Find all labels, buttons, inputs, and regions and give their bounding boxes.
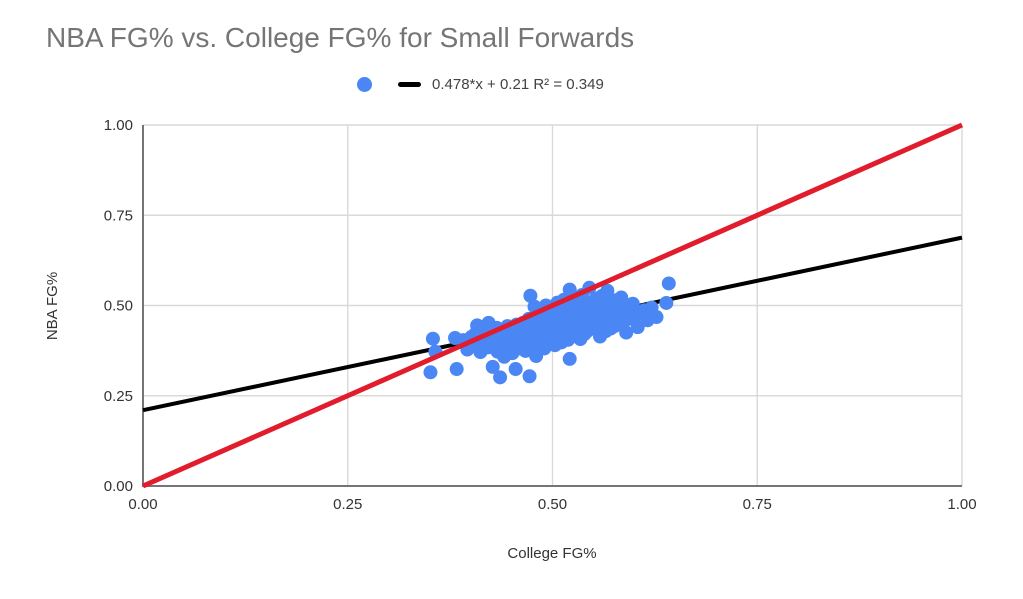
x-tick-label: 0.75: [743, 496, 772, 513]
reference-line-layer: [141, 122, 964, 489]
data-points-layer: [423, 276, 676, 385]
series-point-marker: [357, 76, 372, 92]
identity-line: [141, 122, 964, 489]
y-tick-label: 0.25: [104, 388, 133, 405]
trendline-marker: [398, 81, 421, 87]
data-point[interactable]: [659, 295, 674, 310]
x-tick-label: 0.25: [333, 496, 362, 513]
data-point[interactable]: [523, 288, 538, 303]
data-point[interactable]: [537, 341, 552, 356]
data-point[interactable]: [630, 320, 645, 335]
data-point[interactable]: [508, 362, 523, 377]
chart-legend: 0.478*x + 0.21 R² = 0.349: [357, 75, 604, 93]
data-point[interactable]: [423, 365, 438, 380]
x-tick-label: 1.00: [947, 496, 976, 513]
trendline-equation-label: 0.478*x + 0.21 R² = 0.349: [432, 75, 604, 93]
y-tick-label: 0.75: [104, 207, 133, 224]
x-tick-label: 0.50: [538, 496, 567, 513]
x-axis-title: College FG%: [507, 545, 596, 562]
data-point[interactable]: [614, 290, 629, 305]
data-point[interactable]: [493, 370, 508, 385]
data-point[interactable]: [600, 283, 615, 298]
data-point[interactable]: [562, 351, 577, 366]
data-point[interactable]: [625, 296, 640, 311]
data-point[interactable]: [649, 310, 664, 325]
y-tick-label: 0.00: [104, 478, 133, 495]
data-point[interactable]: [425, 331, 440, 346]
data-point[interactable]: [449, 362, 464, 377]
tick-labels-layer: 0.00 0.25 0.50 0.75 1.00 0.00 0.25 0.50 0.75 1.00: [104, 117, 977, 513]
gridlines-layer: [143, 124, 963, 486]
axes-layer: [142, 125, 962, 487]
y-tick-label: 1.00: [104, 117, 133, 134]
data-point[interactable]: [485, 359, 500, 374]
data-point[interactable]: [562, 282, 577, 297]
y-axis-title: NBA FG%: [44, 272, 61, 340]
data-point[interactable]: [661, 276, 676, 291]
data-point[interactable]: [619, 325, 634, 340]
y-tick-label: 0.50: [104, 298, 133, 315]
data-point[interactable]: [522, 369, 537, 384]
chart-title: NBA FG% vs. College FG% for Small Forwar…: [46, 22, 635, 53]
x-tick-label: 0.00: [128, 496, 157, 513]
